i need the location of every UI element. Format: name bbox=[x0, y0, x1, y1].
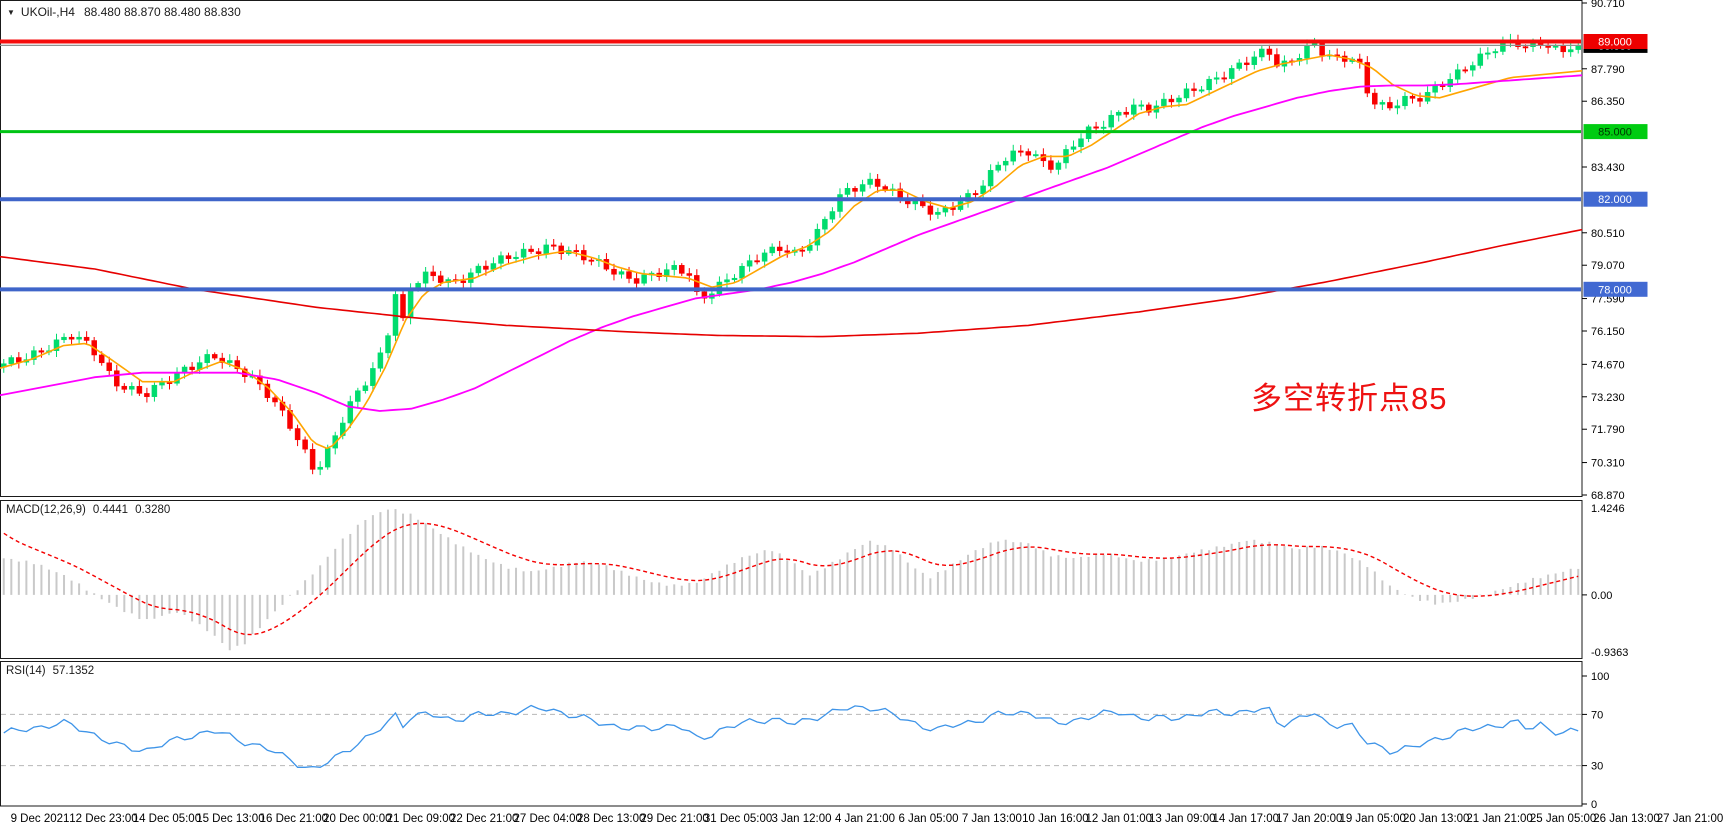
svg-text:79.070: 79.070 bbox=[1591, 260, 1625, 272]
svg-text:70: 70 bbox=[1591, 709, 1603, 721]
rsi-line bbox=[3, 704, 1579, 768]
svg-text:0: 0 bbox=[1591, 799, 1597, 811]
svg-text:9 Dec 2021: 9 Dec 2021 bbox=[11, 813, 70, 825]
svg-text:3 Jan 12:00: 3 Jan 12:00 bbox=[771, 813, 831, 825]
svg-text:71.790: 71.790 bbox=[1591, 424, 1625, 436]
time-axis-area[interactable] bbox=[0, 806, 1730, 835]
macd-signal-value: 0.3280 bbox=[135, 504, 171, 516]
svg-text:12 Dec 23:00: 12 Dec 23:00 bbox=[69, 813, 137, 825]
price-badge-78.000: 78.000 bbox=[1583, 281, 1648, 297]
price-badge-85.000: 85.000 bbox=[1583, 124, 1648, 140]
rsi-panel-area[interactable] bbox=[0, 661, 1582, 806]
svg-text:90.710: 90.710 bbox=[1591, 0, 1625, 10]
svg-text:4 Jan 21:00: 4 Jan 21:00 bbox=[835, 813, 895, 825]
svg-text:-0.9363: -0.9363 bbox=[1591, 647, 1628, 659]
svg-text:85.000: 85.000 bbox=[1598, 127, 1632, 139]
price-axis-area[interactable] bbox=[1582, 0, 1730, 806]
macd-name: MACD(12,26,9) bbox=[6, 504, 86, 516]
svg-text:27 Dec 04:00: 27 Dec 04:00 bbox=[513, 813, 581, 825]
svg-text:20 Jan 13:00: 20 Jan 13:00 bbox=[1403, 813, 1470, 825]
chart-title: ▼ UKOil-,H4 88.480 88.870 88.480 88.830 bbox=[7, 5, 241, 19]
ma-medium-line bbox=[0, 74, 1583, 412]
rsi-name: RSI(14) bbox=[6, 665, 46, 677]
svg-text:6 Jan 05:00: 6 Jan 05:00 bbox=[898, 813, 958, 825]
svg-text:12 Jan 01:00: 12 Jan 01:00 bbox=[1086, 813, 1153, 825]
svg-text:74.670: 74.670 bbox=[1591, 359, 1625, 371]
symbol-timeframe-label: UKOil-,H4 bbox=[20, 5, 75, 19]
svg-text:19 Jan 05:00: 19 Jan 05:00 bbox=[1339, 813, 1406, 825]
svg-text:28 Dec 13:00: 28 Dec 13:00 bbox=[577, 813, 645, 825]
macd-histogram bbox=[2, 509, 1580, 651]
svg-text:26 Jan 13:00: 26 Jan 13:00 bbox=[1593, 813, 1660, 825]
svg-text:100: 100 bbox=[1591, 671, 1609, 683]
svg-text:29 Dec 21:00: 29 Dec 21:00 bbox=[640, 813, 708, 825]
macd-panel-area[interactable] bbox=[0, 500, 1582, 658]
svg-text:7 Jan 13:00: 7 Jan 13:00 bbox=[962, 813, 1022, 825]
rsi-indicator-label: RSI(14) 57.1352 bbox=[6, 665, 101, 677]
price-badge-82.000: 82.000 bbox=[1583, 191, 1648, 207]
svg-text:20 Dec 00:00: 20 Dec 00:00 bbox=[323, 813, 391, 825]
svg-text:87.790: 87.790 bbox=[1591, 64, 1625, 76]
svg-text:1.4246: 1.4246 bbox=[1591, 503, 1625, 515]
price-badge-89.000: 89.000 bbox=[1583, 34, 1648, 49]
rsi-panel-border bbox=[0, 661, 1583, 807]
svg-text:16 Dec 21:00: 16 Dec 21:00 bbox=[260, 813, 328, 825]
svg-text:13 Jan 09:00: 13 Jan 09:00 bbox=[1149, 813, 1216, 825]
svg-text:22 Dec 21:00: 22 Dec 21:00 bbox=[450, 813, 518, 825]
price-axis-ticks: 90.71087.79086.35083.43080.51079.07077.5… bbox=[1582, 0, 1625, 502]
ohlc-values: 88.480 88.870 88.480 88.830 bbox=[83, 5, 241, 19]
ma-fast-line bbox=[0, 54, 1583, 450]
svg-text:14 Jan 17:00: 14 Jan 17:00 bbox=[1213, 813, 1280, 825]
svg-text:80.510: 80.510 bbox=[1591, 228, 1625, 240]
chart-annotation-text: 多空转折点85 bbox=[1251, 381, 1448, 416]
svg-text:30: 30 bbox=[1591, 761, 1603, 773]
svg-text:70.310: 70.310 bbox=[1591, 458, 1625, 470]
svg-text:31 Dec 05:00: 31 Dec 05:00 bbox=[704, 813, 772, 825]
svg-text:89.000: 89.000 bbox=[1598, 37, 1632, 49]
ma-slow-line bbox=[0, 228, 1583, 338]
svg-text:14 Dec 05:00: 14 Dec 05:00 bbox=[133, 813, 201, 825]
macd-main-value: 0.4441 bbox=[92, 504, 129, 516]
svg-text:76.150: 76.150 bbox=[1591, 326, 1625, 338]
rsi-value: 57.1352 bbox=[52, 665, 95, 677]
svg-text:86.350: 86.350 bbox=[1591, 96, 1625, 108]
svg-text:10 Jan 16:00: 10 Jan 16:00 bbox=[1022, 813, 1089, 825]
svg-text:25 Jan 05:00: 25 Jan 05:00 bbox=[1530, 813, 1597, 825]
main-chart-area[interactable] bbox=[0, 0, 1582, 497]
svg-text:17 Jan 20:00: 17 Jan 20:00 bbox=[1276, 813, 1343, 825]
svg-text:27 Jan 21:00: 27 Jan 21:00 bbox=[1657, 813, 1724, 825]
macd-indicator-label: MACD(12,26,9) 0.4441 0.3280 bbox=[6, 504, 177, 516]
main-panel-border bbox=[0, 0, 1583, 497]
svg-text:21 Dec 09:00: 21 Dec 09:00 bbox=[387, 813, 455, 825]
svg-text:78.000: 78.000 bbox=[1598, 284, 1632, 296]
symbol-dropdown-icon[interactable]: ▼ bbox=[7, 8, 15, 17]
svg-text:21 Jan 21:00: 21 Jan 21:00 bbox=[1466, 813, 1533, 825]
indicator-axis-labels: 1.4246 0.00 -0.9363 100 70 30 0 bbox=[1582, 503, 1628, 811]
svg-text:82.000: 82.000 bbox=[1598, 194, 1632, 206]
svg-text:15 Dec 13:00: 15 Dec 13:00 bbox=[196, 813, 264, 825]
svg-text:68.870: 68.870 bbox=[1591, 490, 1625, 502]
svg-text:0.00: 0.00 bbox=[1591, 590, 1612, 602]
svg-text:73.230: 73.230 bbox=[1591, 392, 1625, 404]
svg-text:83.430: 83.430 bbox=[1591, 162, 1625, 174]
